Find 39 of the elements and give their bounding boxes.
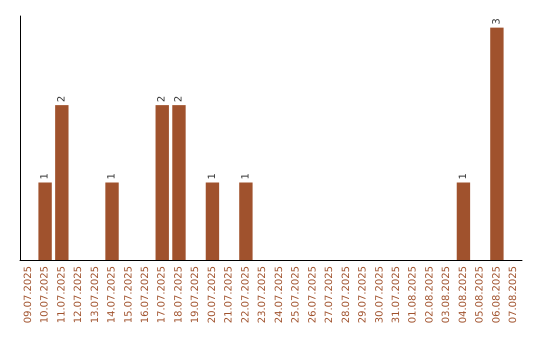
data-label: 1 (206, 173, 218, 180)
data-label: 1 (40, 173, 51, 180)
x-tick-label: 23.07.2025 (257, 266, 268, 324)
x-tick-label: 11.07.2025 (56, 266, 68, 324)
x-tick-label: 05.08.2025 (474, 266, 486, 324)
x-tick-label: 26.07.2025 (307, 266, 318, 324)
data-label: 2 (173, 96, 184, 102)
x-tick-label: 03.08.2025 (441, 266, 452, 324)
x-tick-label: 01.08.2025 (408, 266, 419, 324)
x-tick-label: 09.07.2025 (22, 266, 34, 324)
x-tick-label: 20.07.2025 (206, 266, 218, 324)
data-label: 1 (458, 173, 469, 180)
x-tick-label: 27.07.2025 (324, 266, 336, 324)
x-tick-label: 30.07.2025 (374, 266, 386, 324)
x-tick-label: 10.07.2025 (40, 266, 51, 324)
x-tick-label: 02.08.2025 (424, 266, 436, 324)
data-label: 1 (106, 173, 118, 180)
x-tick-label: 12.07.2025 (73, 266, 84, 324)
data-label: 2 (56, 96, 68, 102)
x-tick-label: 18.07.2025 (173, 266, 184, 324)
x-tick-label: 15.07.2025 (123, 266, 134, 324)
x-tick-label: 29.07.2025 (358, 266, 369, 324)
x-tick-label: 13.07.2025 (90, 266, 101, 324)
data-label: 1 (240, 173, 252, 180)
data-label: 3 (491, 18, 502, 25)
x-tick-label: 22.07.2025 (240, 266, 252, 324)
x-tick-label: 28.07.2025 (340, 266, 352, 324)
x-tick-label: 19.07.2025 (190, 266, 202, 324)
x-tick-label: 25.07.2025 (290, 266, 302, 324)
x-tick-label: 21.07.2025 (224, 266, 235, 324)
x-tick-label: 06.08.2025 (491, 266, 502, 324)
x-tick-label: 24.07.2025 (274, 266, 285, 324)
x-tick-label: 31.07.2025 (391, 266, 402, 324)
x-tick-label: 14.07.2025 (106, 266, 118, 324)
data-label: 2 (156, 96, 168, 102)
x-tick-label: 17.07.2025 (156, 266, 168, 324)
x-tick-label: 16.07.2025 (140, 266, 151, 324)
x-tick-label: 07.08.2025 (508, 266, 520, 324)
x-tick-label: 04.08.2025 (458, 266, 469, 324)
